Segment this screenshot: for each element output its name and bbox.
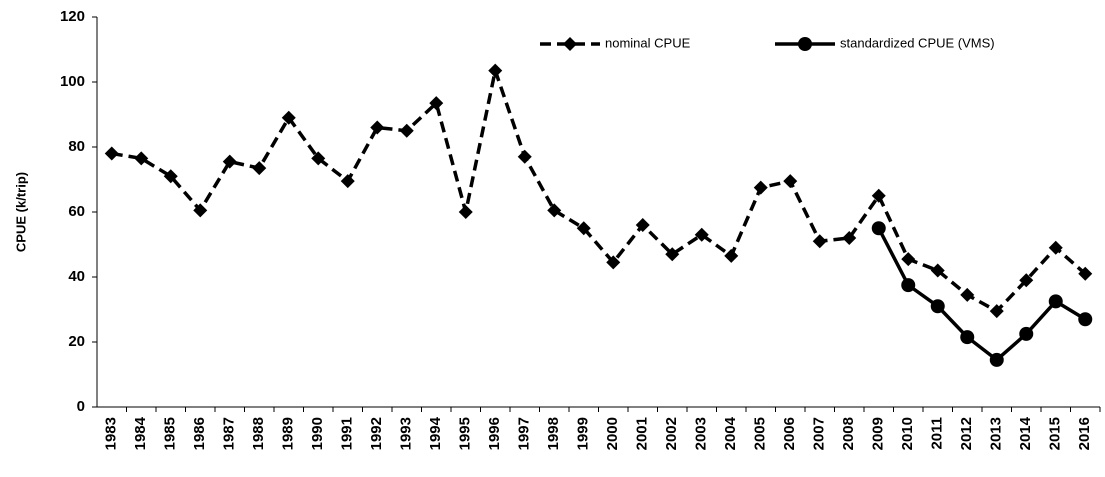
series-line [111, 64, 1087, 314]
data-point [1048, 294, 1063, 309]
data-point [635, 218, 650, 232]
x-tick-label: 2014 [1017, 416, 1034, 450]
x-tick-label: 1992 [368, 417, 385, 450]
data-point [989, 352, 1004, 367]
y-tick-label: 0 [77, 398, 85, 415]
x-tick-label: 1995 [457, 417, 474, 450]
data-point [694, 227, 709, 242]
data-point [1048, 240, 1063, 255]
data-point [370, 120, 385, 135]
x-tick-label: 2015 [1047, 417, 1064, 450]
y-axis-label: CPUE (k/trip) [13, 172, 28, 252]
x-tick-label: 2012 [958, 417, 975, 450]
data-point [340, 174, 355, 189]
data-point [960, 330, 975, 345]
x-tick-label: 1985 [162, 417, 179, 450]
y-tick-label: 80 [68, 138, 85, 155]
x-tick-label: 2011 [929, 417, 946, 450]
x-tick-label: 2007 [811, 417, 828, 450]
x-tick-label: 2016 [1076, 417, 1093, 450]
x-tick-label: 1984 [132, 416, 149, 450]
data-point [104, 146, 119, 161]
x-tick-label: 2006 [781, 417, 798, 450]
data-point [517, 149, 532, 164]
x-tick-label: 2002 [663, 417, 680, 450]
data-point [1019, 326, 1034, 341]
x-tick-label: 2003 [693, 417, 710, 450]
data-point [606, 255, 621, 270]
x-tick-label: 1989 [280, 417, 297, 450]
x-tick-label: 1999 [575, 417, 592, 450]
data-point [901, 278, 916, 293]
x-tick-label: 1993 [398, 417, 415, 450]
data-point [930, 299, 945, 314]
data-point [871, 188, 886, 203]
data-point [222, 154, 237, 169]
data-point [1078, 266, 1093, 281]
data-point [724, 248, 739, 263]
data-point [930, 263, 945, 278]
data-point [252, 161, 267, 176]
x-tick-label: 2004 [722, 416, 739, 450]
x-tick-label: 2000 [604, 417, 621, 450]
x-tick-label: 1986 [191, 417, 208, 450]
data-point [812, 234, 827, 249]
data-point [753, 180, 768, 195]
x-tick-label: 1987 [221, 417, 238, 450]
y-tick-label: 60 [68, 203, 85, 220]
data-point [901, 252, 916, 267]
data-point [281, 110, 296, 125]
data-point [163, 169, 178, 184]
data-point [960, 287, 975, 302]
data-point [576, 221, 591, 236]
data-point [783, 174, 798, 189]
x-tick-label: 2001 [634, 417, 651, 450]
data-point [193, 203, 208, 218]
x-tick-label: 1998 [545, 417, 562, 450]
data-point [134, 151, 149, 166]
data-point [458, 205, 473, 219]
y-tick-label: 20 [68, 333, 85, 350]
x-tick-label: 2009 [870, 417, 887, 450]
x-tick-label: 2008 [840, 417, 857, 450]
x-tick-label: 1997 [516, 417, 533, 450]
x-tick-label: 1988 [250, 417, 267, 450]
x-tick-label: 1991 [339, 417, 356, 450]
legend-marker [798, 37, 812, 51]
x-tick-label: 1983 [103, 417, 120, 450]
x-tick-label: 2005 [752, 417, 769, 450]
data-point [429, 96, 444, 111]
data-point [989, 304, 1004, 319]
x-tick-label: 1996 [486, 417, 503, 450]
legend-marker [563, 37, 577, 51]
x-tick-label: 2010 [899, 417, 916, 450]
x-tick-label: 1990 [309, 417, 326, 450]
data-point [547, 203, 562, 218]
data-point [665, 247, 680, 262]
legend-label: standardized CPUE (VMS) [840, 35, 995, 50]
data-point [1078, 312, 1093, 327]
legend-label: nominal CPUE [605, 35, 691, 50]
y-tick-label: 100 [60, 73, 85, 90]
y-tick-label: 120 [60, 8, 85, 25]
x-tick-label: 1994 [427, 416, 444, 450]
y-tick-label: 40 [68, 268, 85, 285]
data-point [871, 221, 886, 236]
data-point [488, 63, 503, 78]
data-point [311, 151, 326, 166]
data-point [399, 123, 414, 138]
data-point [842, 231, 857, 245]
x-tick-label: 2013 [988, 417, 1005, 450]
data-point [1019, 273, 1034, 288]
